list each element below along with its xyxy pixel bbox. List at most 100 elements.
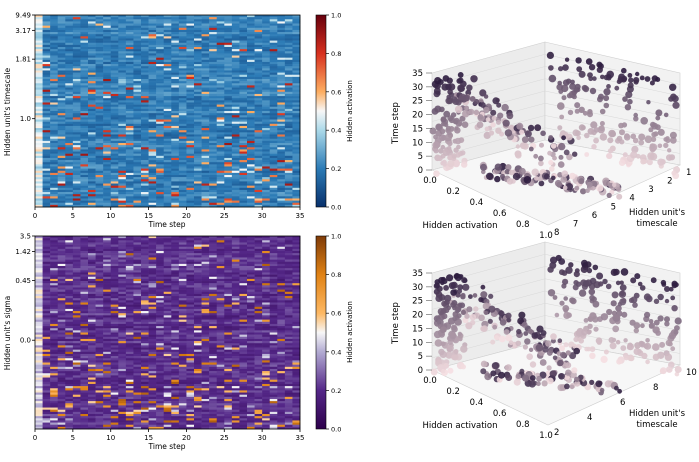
heatmap-cell xyxy=(217,83,225,85)
heatmap-cell xyxy=(73,283,81,285)
heatmap-cell xyxy=(224,194,232,196)
heatmap-cell xyxy=(35,107,43,109)
heatmap-cell xyxy=(50,30,58,32)
heatmap-cell xyxy=(35,134,43,136)
heatmap-cell xyxy=(164,113,172,115)
heatmap-cell xyxy=(96,257,104,259)
heatmap-cell xyxy=(156,79,164,81)
heatmap-cell xyxy=(209,317,217,319)
heatmap-cell xyxy=(50,341,58,343)
heatmap-cell xyxy=(141,296,149,298)
heatmap-cell xyxy=(58,26,66,28)
heatmap-cell xyxy=(277,143,285,145)
heatmap-cell xyxy=(224,253,232,255)
heatmap-cell xyxy=(171,83,179,85)
heatmap-cell xyxy=(141,47,149,49)
heatmap-cell xyxy=(156,30,164,32)
heatmap-cell xyxy=(111,156,119,158)
heatmap-cell xyxy=(149,313,157,315)
heatmap-cell xyxy=(156,88,164,90)
heatmap-cell xyxy=(292,51,300,53)
heatmap-cell xyxy=(88,30,96,32)
heatmap-cell xyxy=(232,49,240,51)
heatmap-cell xyxy=(80,322,88,324)
heatmap-cell xyxy=(194,79,202,81)
heatmap-cell xyxy=(292,298,300,300)
heatmap-cell xyxy=(149,139,157,141)
heatmap-cell xyxy=(80,268,88,270)
heatmap-cell xyxy=(224,98,232,100)
heatmap-cell xyxy=(111,173,119,175)
heatmap-cell xyxy=(88,245,96,247)
heatmap-cell xyxy=(277,162,285,164)
heatmap-cell xyxy=(209,105,217,107)
heatmap-cell xyxy=(239,190,247,192)
heatmap-cell xyxy=(292,315,300,317)
heatmap-cell xyxy=(50,17,58,19)
heatmap-cell xyxy=(96,90,104,92)
heatmap-cell xyxy=(277,137,285,139)
heatmap-cell xyxy=(126,77,134,79)
heatmap-cell xyxy=(179,290,187,292)
heatmap-cell xyxy=(224,102,232,104)
heatmap-cell xyxy=(35,77,43,79)
heatmap-cell xyxy=(164,162,172,164)
heatmap-cell xyxy=(126,28,134,30)
heatmap-cell xyxy=(270,300,278,302)
heatmap-cell xyxy=(156,251,164,253)
heatmap-cell xyxy=(164,281,172,283)
heatmap-cell xyxy=(202,130,210,132)
heatmap-cell xyxy=(202,251,210,253)
heatmap-cell xyxy=(285,132,293,134)
heatmap-cell xyxy=(292,190,300,192)
heatmap-cell xyxy=(96,253,104,255)
heatmap-cell xyxy=(141,88,149,90)
heatmap-cell xyxy=(247,270,255,272)
heatmap-cell xyxy=(270,53,278,55)
heatmap-cell xyxy=(255,339,263,341)
heatmap-cell xyxy=(179,296,187,298)
heatmap-cell xyxy=(88,36,96,38)
heatmap-cell xyxy=(65,120,73,122)
heatmap-cell xyxy=(194,192,202,194)
y-tick-label: 1.81 xyxy=(15,56,31,64)
heatmap-cell xyxy=(88,132,96,134)
heatmap-cell xyxy=(209,109,217,111)
heatmap-cell xyxy=(292,253,300,255)
heatmap-cell xyxy=(217,75,225,77)
heatmap-cell xyxy=(247,333,255,335)
heatmap-cell xyxy=(111,285,119,287)
heatmap-cell xyxy=(239,255,247,257)
heatmap-cell xyxy=(133,173,141,175)
x-tick-label: 0 xyxy=(33,212,37,220)
heatmap-cell xyxy=(96,164,104,166)
heatmap-cell xyxy=(209,132,217,134)
heatmap-cell xyxy=(65,335,73,337)
heatmap-cell xyxy=(141,64,149,66)
heatmap-cell xyxy=(133,320,141,322)
heatmap-cell xyxy=(43,203,51,205)
heatmap-cell xyxy=(247,186,255,188)
heatmap-cell xyxy=(239,341,247,343)
heatmap-cell xyxy=(80,242,88,244)
heatmap-cell xyxy=(141,94,149,96)
heatmap-cell xyxy=(171,341,179,343)
heatmap-cell xyxy=(133,341,141,343)
heatmap-cell xyxy=(247,124,255,126)
heatmap-cell xyxy=(217,181,225,183)
heatmap-cell xyxy=(133,264,141,266)
heatmap-cell xyxy=(149,177,157,179)
heatmap-cell xyxy=(156,81,164,83)
heatmap-cell xyxy=(179,70,187,72)
heatmap-cell xyxy=(80,160,88,162)
heatmap-cell xyxy=(73,160,81,162)
heatmap-cell xyxy=(171,277,179,279)
heatmap-cell xyxy=(202,311,210,313)
heatmap-cell xyxy=(277,107,285,109)
heatmap-cell xyxy=(179,81,187,83)
heatmap-cell xyxy=(164,341,172,343)
heatmap-cell xyxy=(50,186,58,188)
heatmap-cell xyxy=(217,160,225,162)
heatmap-cell xyxy=(217,51,225,53)
heatmap-cell xyxy=(80,296,88,298)
